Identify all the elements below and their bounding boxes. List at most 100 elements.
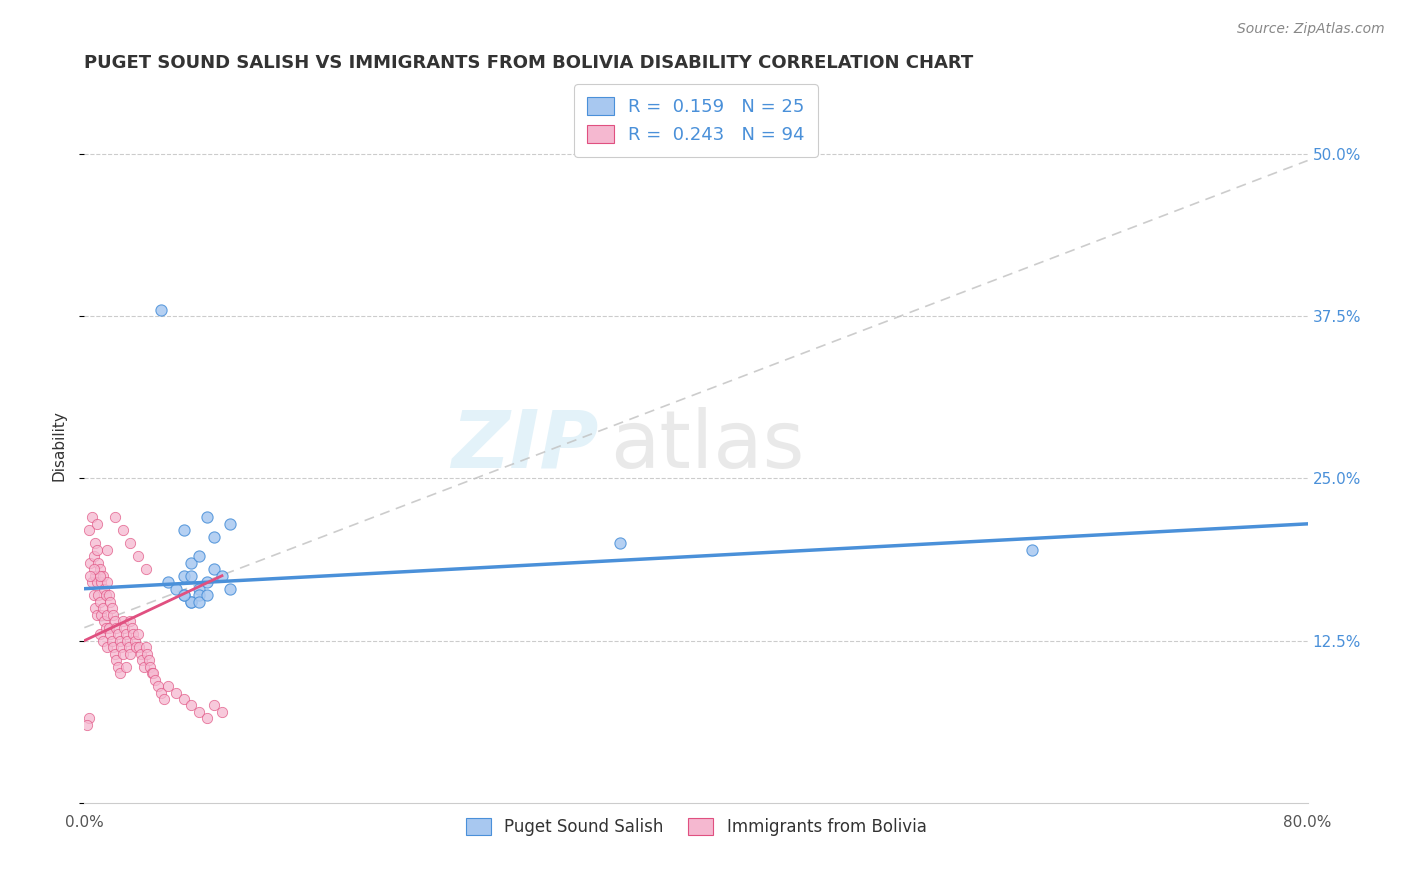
Point bbox=[80, 510, 103, 524]
Point bbox=[146, 679, 169, 693]
Point bbox=[104, 614, 127, 628]
Point bbox=[141, 666, 163, 681]
Point bbox=[138, 653, 160, 667]
Point bbox=[89, 568, 111, 582]
Point bbox=[149, 685, 172, 699]
Point bbox=[83, 562, 105, 576]
Point bbox=[94, 621, 117, 635]
Point bbox=[195, 588, 218, 602]
Text: Source: ZipAtlas.com: Source: ZipAtlas.com bbox=[1237, 22, 1385, 37]
Point bbox=[98, 627, 121, 641]
Point bbox=[83, 549, 105, 564]
Point bbox=[173, 588, 195, 602]
Point bbox=[84, 568, 107, 582]
Point bbox=[173, 524, 195, 538]
Point bbox=[112, 621, 135, 635]
Point bbox=[202, 562, 225, 576]
Point bbox=[86, 575, 108, 590]
Point bbox=[188, 582, 211, 596]
Point bbox=[90, 607, 112, 622]
Point bbox=[127, 549, 149, 564]
Point bbox=[195, 575, 218, 590]
Point bbox=[188, 595, 211, 609]
Point bbox=[107, 659, 129, 673]
Point bbox=[86, 542, 108, 557]
Point bbox=[135, 562, 157, 576]
Point bbox=[96, 575, 118, 590]
Point bbox=[218, 516, 240, 531]
Point bbox=[188, 549, 211, 564]
Point bbox=[86, 607, 108, 622]
Point bbox=[136, 647, 159, 661]
Point bbox=[122, 627, 145, 641]
Point bbox=[111, 524, 134, 538]
Point bbox=[132, 659, 155, 673]
Point bbox=[96, 640, 118, 654]
Point bbox=[157, 575, 180, 590]
Point bbox=[84, 536, 107, 550]
Point bbox=[80, 575, 103, 590]
Point bbox=[89, 562, 111, 576]
Point bbox=[97, 588, 120, 602]
Point bbox=[86, 516, 108, 531]
Point bbox=[121, 621, 143, 635]
Point bbox=[77, 524, 100, 538]
Point bbox=[195, 510, 218, 524]
Point bbox=[211, 568, 233, 582]
Point bbox=[98, 595, 121, 609]
Point bbox=[173, 588, 195, 602]
Point bbox=[124, 633, 146, 648]
Point bbox=[103, 640, 125, 654]
Point bbox=[120, 647, 142, 661]
Point bbox=[609, 536, 631, 550]
Point bbox=[143, 673, 166, 687]
Point bbox=[218, 582, 240, 596]
Point bbox=[173, 692, 195, 706]
Point bbox=[180, 568, 202, 582]
Point bbox=[103, 607, 125, 622]
Point bbox=[128, 640, 150, 654]
Point bbox=[111, 647, 134, 661]
Point bbox=[188, 705, 211, 719]
Point bbox=[76, 718, 98, 732]
Point bbox=[91, 601, 114, 615]
Point bbox=[101, 601, 124, 615]
Point bbox=[120, 536, 142, 550]
Point bbox=[180, 595, 202, 609]
Point bbox=[87, 588, 110, 602]
Point bbox=[96, 542, 118, 557]
Point bbox=[165, 582, 187, 596]
Point bbox=[107, 627, 129, 641]
Text: PUGET SOUND SALISH VS IMMIGRANTS FROM BOLIVIA DISABILITY CORRELATION CHART: PUGET SOUND SALISH VS IMMIGRANTS FROM BO… bbox=[84, 54, 973, 72]
Point bbox=[120, 614, 142, 628]
Legend: Puget Sound Salish, Immigrants from Bolivia: Puget Sound Salish, Immigrants from Boli… bbox=[457, 810, 935, 845]
Point bbox=[97, 621, 120, 635]
Point bbox=[118, 640, 141, 654]
Point bbox=[149, 302, 172, 317]
Point bbox=[105, 621, 128, 635]
Point bbox=[211, 705, 233, 719]
Text: ZIP: ZIP bbox=[451, 407, 598, 485]
Point bbox=[91, 568, 114, 582]
Point bbox=[173, 568, 195, 582]
Point bbox=[153, 692, 176, 706]
Point bbox=[89, 627, 111, 641]
Point bbox=[1021, 542, 1043, 557]
Point bbox=[129, 647, 152, 661]
Point bbox=[79, 556, 101, 570]
Y-axis label: Disability: Disability bbox=[51, 410, 66, 482]
Point bbox=[180, 556, 202, 570]
Point bbox=[84, 601, 107, 615]
Point bbox=[104, 647, 127, 661]
Point bbox=[87, 556, 110, 570]
Point bbox=[157, 679, 180, 693]
Point bbox=[139, 659, 162, 673]
Point bbox=[91, 633, 114, 648]
Point bbox=[135, 640, 157, 654]
Point bbox=[105, 653, 128, 667]
Point bbox=[195, 711, 218, 725]
Point bbox=[104, 510, 127, 524]
Point bbox=[101, 633, 124, 648]
Point bbox=[108, 633, 131, 648]
Point bbox=[165, 685, 187, 699]
